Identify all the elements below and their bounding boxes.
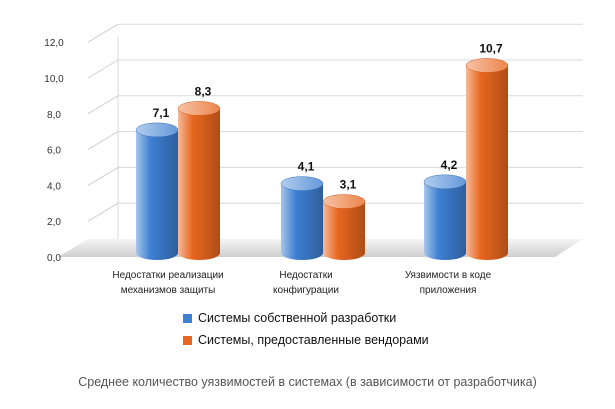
legend-item-own: Системы собственной разработки: [183, 307, 429, 329]
data-label: 4,2: [441, 158, 458, 172]
bar-body: [281, 183, 323, 260]
legend-swatch-own: [183, 313, 192, 323]
legend: Системы собственной разработки Системы, …: [183, 307, 429, 351]
legend-item-vendor: Системы, предоставленные вендорами: [183, 329, 429, 351]
y-tick-label: 8,0: [47, 110, 61, 121]
x-category-label: механизмов защиты: [121, 285, 216, 296]
bar-body: [323, 201, 365, 260]
bar-cap: [423, 174, 467, 190]
data-label: 8,3: [195, 84, 212, 98]
bar-cap: [135, 122, 179, 138]
x-category-label: Уязвимости в коде: [405, 270, 492, 281]
y-tick-label: 2,0: [47, 217, 61, 228]
x-category-label: приложения: [420, 285, 477, 296]
y-tick-label: 6,0: [47, 146, 61, 157]
gridline-slant: [87, 23, 119, 43]
gridline-slant: [87, 95, 119, 115]
data-label: 7,1: [153, 106, 170, 120]
legend-label-vendor: Системы, предоставленные вендорами: [198, 333, 429, 347]
bar-chart: 0,0 2,0 4,0 6,0 8,0 10,0 12,0 7,1 8,3 4,1 3,1 4,2 1…: [44, 23, 583, 296]
bar-body: [178, 108, 220, 261]
legend-label-own: Системы собственной разработки: [198, 311, 397, 325]
gridline-slant: [87, 166, 119, 186]
y-axis: 0,0 2,0 4,0 6,0 8,0 10,0 12,0: [44, 38, 64, 264]
data-labels: 7,1 8,3 4,1 3,1 4,2 10,7: [153, 41, 503, 191]
y-tick-label: 10,0: [44, 74, 64, 85]
legend-swatch-vendor: [183, 335, 192, 345]
x-axis: Недостатки реализации механизмов защиты Не…: [112, 270, 491, 296]
y-tick-label: 4,0: [47, 181, 61, 192]
gridline-slant: [87, 131, 119, 151]
bar-cap: [280, 176, 324, 191]
bar-body: [136, 129, 178, 260]
data-label: 3,1: [340, 178, 357, 192]
x-category-label: Недостатки реализации: [112, 270, 223, 281]
x-category-label: Недостатки: [279, 270, 332, 281]
bar-cap: [465, 58, 509, 73]
y-tick-label: 12,0: [44, 38, 64, 49]
bar-cap: [177, 101, 221, 116]
gridline-slant: [87, 59, 119, 79]
data-label: 4,1: [298, 160, 315, 174]
gridline-slant: [87, 202, 119, 222]
data-label: 10,7: [479, 41, 503, 55]
bar-body: [466, 65, 508, 260]
x-category-label: конфигурации: [273, 284, 339, 296]
chart-caption: Среднее количество уязвимостей в система…: [78, 375, 537, 389]
bar-cap: [322, 194, 366, 209]
bar-body: [424, 181, 466, 260]
bars: [135, 58, 509, 261]
y-tick-label: 0,0: [47, 253, 61, 264]
